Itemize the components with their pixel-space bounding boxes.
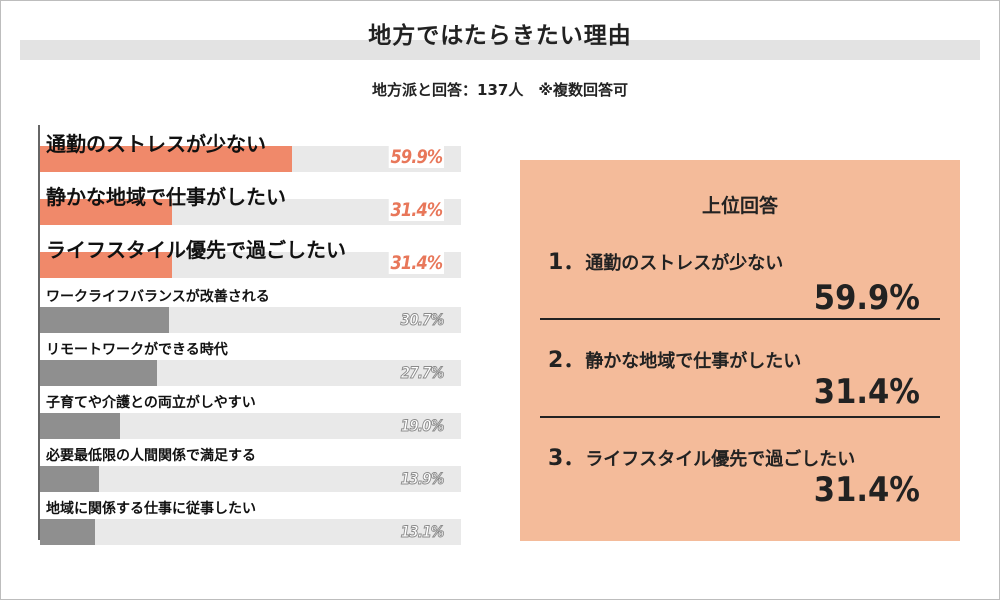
panel-title: 上位回答 [701,195,778,217]
axis-line [38,125,40,540]
bar-row: リモートワークができる時代 27.7% [40,339,461,386]
chart-subtitle: 地方派と回答：137人 ※複数回答可 [372,81,628,99]
bar-value-label: 31.4% [388,252,444,274]
rank-item-3: 3．ライフスタイル優先で過ごしたい [548,440,855,472]
bar-track [40,466,461,492]
rank-number: 2． [548,348,586,373]
bar-label: 地域に関係する仕事に従事したい [46,501,256,517]
rank-value: 31.4% [813,372,920,412]
rank-item-2: 2．静かな地域で仕事がしたい [548,342,801,374]
bar [40,307,169,333]
bar-row: 子育てや介護との両立がしやすい 19.0% [40,392,461,439]
bar-label: ワークライフバランスが改善される [46,289,270,305]
bar-row: 通勤のストレスが少ない 59.9% [40,125,461,172]
bar [40,146,292,172]
rank-value: 59.9% [813,278,920,318]
bar-label: リモートワークができる時代 [46,342,228,358]
top-answers-panel: 上位回答 1．通勤のストレスが少ない 59.9% 2．静かな地域で仕事がしたい … [520,160,960,541]
chart-title: 地方ではたらきたい理由 [368,23,632,49]
rank-number: 1． [548,250,586,275]
bar-label: 子育てや介護との両立がしやすい [46,395,256,411]
bar [40,413,120,439]
bar-row: 必要最低限の人間関係で満足する 13.9% [40,445,461,492]
bar-row: ワークライフバランスが改善される 30.7% [40,286,461,333]
bar-label: 通勤のストレスが少ない [46,132,266,156]
bar [40,199,172,225]
bar-label: ライフスタイル優先で過ごしたい [46,238,346,262]
title-band [20,40,980,60]
bar-row: ライフスタイル優先で過ごしたい 31.4% [40,231,461,278]
bar-label: 必要最低限の人間関係で満足する [46,448,256,464]
rank-divider [540,318,940,320]
rank-item-1: 1．通勤のストレスが少ない [548,244,783,276]
rank-value: 31.4% [813,470,920,510]
bar-row: 地域に関係する仕事に従事したい 13.1% [40,498,461,545]
bar-value-label: 19.0% [401,416,446,436]
bar-value-label: 30.7% [401,310,446,330]
bar-value-label: 13.9% [401,469,446,489]
bar [40,252,172,278]
bar [40,360,157,386]
rank-divider [540,416,940,418]
bar-value-label: 13.1% [401,522,446,542]
bar [40,466,99,492]
bar-value-label: 59.9% [388,146,444,168]
bar-row: 静かな地域で仕事がしたい 31.4% [40,178,461,225]
bar-value-label: 27.7% [401,363,446,383]
bar-track [40,519,461,545]
bar [40,519,95,545]
bar-value-label: 31.4% [388,199,444,221]
bar-label: 静かな地域で仕事がしたい [46,185,286,209]
rank-label: 静かな地域で仕事がしたい [585,351,802,372]
rank-label: 通勤のストレスが少ない [585,253,784,274]
rank-number: 3． [548,446,586,471]
rank-label: ライフスタイル優先で過ごしたい [585,449,856,470]
